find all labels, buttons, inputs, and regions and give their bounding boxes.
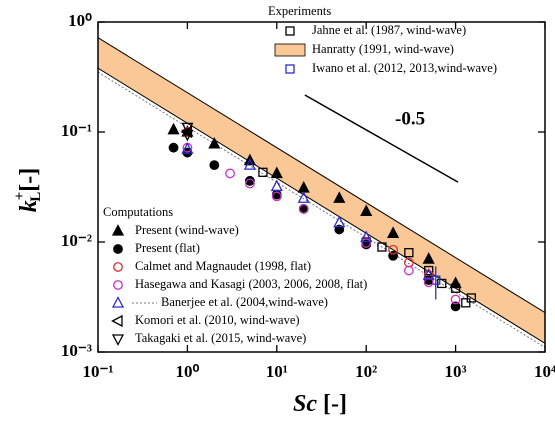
y-tick-label: 10⁻¹ — [61, 121, 92, 140]
plot-area — [98, 37, 545, 348]
y-tick-label: 10⁰ — [68, 11, 92, 30]
marker — [333, 215, 346, 228]
marker — [258, 167, 268, 177]
axes-frame — [97, 21, 546, 353]
marker — [181, 122, 194, 135]
marker — [360, 230, 373, 243]
y-label-sub: L — [28, 192, 44, 202]
marker — [181, 129, 194, 142]
x-tick-label: 10⁻¹ — [82, 362, 113, 381]
marker — [360, 204, 373, 216]
slope-line — [304, 94, 459, 183]
marker — [285, 64, 295, 74]
marker — [422, 252, 435, 264]
slope-label: -0.5 — [395, 109, 425, 130]
marker — [111, 334, 125, 346]
band-edge — [98, 67, 545, 344]
marker — [422, 268, 435, 280]
marker — [333, 191, 346, 203]
marker — [450, 301, 461, 312]
marker — [377, 242, 387, 252]
legend-label: Takagaki et al. (2015, wind-wave) — [135, 331, 306, 345]
legend-label: Iwano et al. (2012, 2013,wind-wave) — [312, 61, 497, 75]
marker — [334, 224, 345, 235]
legend-label: Komori et al. (2010, wind-wave) — [135, 313, 300, 327]
marker — [225, 168, 235, 179]
marker — [111, 296, 125, 308]
marker — [404, 248, 414, 258]
marker — [466, 293, 476, 303]
marker — [270, 179, 283, 192]
y-label-sup: + — [12, 192, 28, 201]
legend-label: Banerjee et al. (2004,wind-wave) — [161, 295, 328, 309]
y-label-symbol: k — [16, 200, 42, 212]
marker — [387, 226, 400, 238]
marker — [111, 224, 125, 236]
legend-label: Calmet and Magnaudet (1998, flat) — [135, 259, 311, 273]
x-tick-label: 10¹ — [266, 362, 288, 381]
marker — [297, 191, 310, 203]
marker — [449, 276, 462, 289]
marker — [113, 262, 123, 272]
marker — [450, 294, 461, 305]
y-axis-label: k+L[-] — [12, 168, 44, 213]
marker — [270, 166, 283, 179]
x-label-unit: [-] — [323, 391, 347, 417]
marker — [113, 244, 123, 254]
marker — [209, 160, 220, 171]
marker — [388, 244, 399, 255]
marker — [243, 158, 256, 170]
x-axis-label: Sc [-] — [293, 391, 347, 417]
marker — [437, 278, 447, 289]
marker — [167, 122, 180, 135]
x-tick-label: 10⁴ — [534, 362, 555, 381]
marker — [285, 26, 295, 36]
legend-label: Present (flat) — [135, 241, 200, 255]
marker — [271, 191, 282, 202]
x-tick-label: 10² — [355, 362, 377, 381]
x-tick-label: 10⁰ — [175, 362, 199, 381]
marker — [361, 238, 372, 248]
marker — [168, 142, 179, 153]
marker — [298, 203, 309, 214]
marker — [111, 314, 123, 328]
marker — [423, 277, 434, 288]
x-label-symbol: Sc — [293, 391, 317, 417]
marker — [181, 142, 194, 154]
y-tick-label: 10⁻³ — [61, 341, 92, 360]
band-edge — [98, 37, 545, 314]
marker — [403, 265, 414, 276]
marker — [424, 265, 434, 276]
marker — [461, 298, 471, 308]
legend-swatch — [274, 43, 306, 57]
marker — [244, 175, 255, 186]
y-label-unit: [-] — [16, 168, 42, 192]
y-tick-label: 10⁻² — [61, 231, 92, 250]
legend-title: Computations — [103, 205, 173, 219]
marker — [113, 280, 123, 290]
legend-label: Hanratty (1991, wind-wave) — [312, 42, 454, 56]
legend-label: Jahne et al. (1987, wind-wave) — [312, 23, 466, 37]
x-tick-label: 10³ — [445, 362, 467, 381]
legend-title: Experiments — [268, 4, 331, 18]
legend-label: Present (wind-wave) — [135, 223, 239, 237]
legend-label: Hasegawa and Kasagi (2003, 2006, 2008, f… — [135, 277, 367, 291]
marker — [244, 178, 255, 189]
marker — [208, 136, 221, 149]
